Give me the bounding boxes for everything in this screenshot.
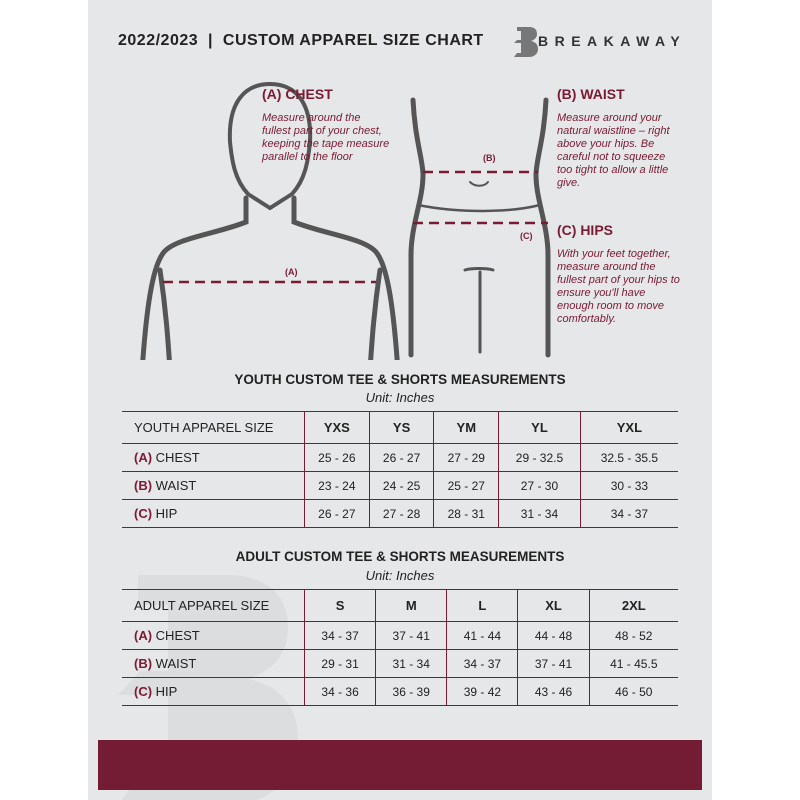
table-cell: 23 - 24 <box>304 471 370 500</box>
measure-letter: (C) <box>134 684 153 699</box>
table-cell: 27 - 28 <box>368 499 434 528</box>
youth-section-title: YOUTH CUSTOM TEE & SHORTS MEASUREMENTS <box>234 372 566 387</box>
table-row: (C) HIP 34 - 36 36 - 39 39 - 42 43 - 46 46 - … <box>122 677 678 706</box>
breakaway-logo-icon <box>514 27 538 57</box>
table-cell: 37 - 41 <box>517 649 590 678</box>
table-cell: 28 - 31 <box>433 499 499 528</box>
size-chart-page: 2022/2023 | CUSTOM APPAREL SIZE CHART BR… <box>88 0 712 800</box>
measure-name: WAIST <box>155 656 197 671</box>
adult-section-title: ADULT CUSTOM TEE & SHORTS MEASUREMENTS <box>235 549 565 564</box>
table-row: (A) CHEST 25 - 26 26 - 27 27 - 29 29 - 32.5 3… <box>122 443 678 472</box>
size-header: YXL <box>579 411 678 444</box>
measure-label: (B) WAIST <box>122 649 305 678</box>
measure-label: (A) CHEST <box>122 443 305 472</box>
table-cell: 48 - 52 <box>588 621 678 650</box>
size-label: YOUTH APPAREL SIZE <box>122 411 305 444</box>
measure-letter: (A) <box>134 628 153 643</box>
table-cell: 27 - 30 <box>498 471 581 500</box>
size-header: XL <box>517 589 590 622</box>
hips-marker: (C) <box>520 231 533 241</box>
table-cell: 34 - 37 <box>446 649 518 678</box>
table-cell: 31 - 34 <box>375 649 447 678</box>
table-cell: 34 - 36 <box>303 677 376 706</box>
brand-name: BREAKAWAY <box>538 33 687 49</box>
measure-letter: (A) <box>134 450 153 465</box>
table-row: (A) CHEST 34 - 37 37 - 41 41 - 44 44 - 48 48 … <box>122 621 678 650</box>
waist-marker: (B) <box>483 153 496 163</box>
table-cell: 36 - 39 <box>375 677 447 706</box>
measure-name: HIP <box>155 684 178 699</box>
measure-label: (C) HIP <box>122 499 305 528</box>
table-cell: 46 - 50 <box>588 677 678 706</box>
measure-name: CHEST <box>155 628 200 643</box>
measure-letter: (C) <box>134 506 153 521</box>
table-cell: 37 - 41 <box>375 621 447 650</box>
footer-bar <box>98 740 702 790</box>
chest-heading: (A) CHEST <box>262 86 333 102</box>
size-header: M <box>375 589 447 622</box>
adult-unit: Unit: Inches <box>365 568 435 583</box>
table-cell: 29 - 32.5 <box>498 443 581 472</box>
table-cell: 39 - 42 <box>446 677 518 706</box>
table-cell: 26 - 27 <box>304 499 370 528</box>
table-cell: 26 - 27 <box>368 443 434 472</box>
size-header: YXS <box>304 411 370 444</box>
waist-heading: (B) WAIST <box>557 86 625 102</box>
youth-unit: Unit: Inches <box>365 390 435 405</box>
waist-instructions: Measure around your natural waistline – … <box>557 112 670 189</box>
hips-heading: (C) HIPS <box>557 222 613 238</box>
size-header: YL <box>498 411 581 444</box>
size-header: YM <box>433 411 499 444</box>
table-cell: 25 - 27 <box>433 471 499 500</box>
table-cell: 34 - 37 <box>579 499 678 528</box>
chest-instructions: Measure around the fullest part of your … <box>262 112 390 163</box>
table-cell: 30 - 33 <box>579 471 678 500</box>
hips-instructions: With your feet together, measure around … <box>557 248 680 325</box>
table-cell: 24 - 25 <box>368 471 434 500</box>
measure-label: (A) CHEST <box>122 621 305 650</box>
page-title: 2022/2023 | CUSTOM APPAREL SIZE CHART <box>118 32 484 49</box>
table-cell: 27 - 29 <box>433 443 499 472</box>
measure-name: HIP <box>155 506 178 521</box>
table-row: (B) WAIST 29 - 31 31 - 34 34 - 37 37 - 41 41 … <box>122 649 678 678</box>
youth-size-table: YOUTH APPAREL SIZE YXS YS YM YL YXL (A) CHEST 2… <box>122 411 678 528</box>
table-cell: 29 - 31 <box>303 649 376 678</box>
size-header: S <box>303 589 376 622</box>
measure-letter: (B) <box>134 478 153 493</box>
body-diagram <box>140 81 551 360</box>
measure-letter: (B) <box>134 656 153 671</box>
table-cell: 41 - 45.5 <box>588 649 678 678</box>
table-header-row: YOUTH APPAREL SIZE YXS YS YM YL YXL <box>122 411 678 444</box>
table-row: (B) WAIST 23 - 24 24 - 25 25 - 27 27 - 30 30 … <box>122 471 678 500</box>
adult-size-table: ADULT APPAREL SIZE S M L XL 2XL (A) CHEST 34 - … <box>122 589 678 706</box>
table-cell: 41 - 44 <box>446 621 518 650</box>
table-cell: 43 - 46 <box>517 677 590 706</box>
measure-name: CHEST <box>155 450 200 465</box>
measure-label: (B) WAIST <box>122 471 305 500</box>
table-cell: 44 - 48 <box>517 621 590 650</box>
measure-name: WAIST <box>155 478 197 493</box>
size-label: ADULT APPAREL SIZE <box>122 589 305 622</box>
table-header-row: ADULT APPAREL SIZE S M L XL 2XL <box>122 589 678 622</box>
size-header: YS <box>368 411 434 444</box>
size-header: L <box>446 589 518 622</box>
table-row: (C) HIP 26 - 27 27 - 28 28 - 31 31 - 34 34 - … <box>122 499 678 528</box>
table-cell: 25 - 26 <box>304 443 370 472</box>
measure-label: (C) HIP <box>122 677 305 706</box>
size-header: 2XL <box>588 589 678 622</box>
chest-marker: (A) <box>285 267 298 277</box>
table-cell: 32.5 - 35.5 <box>579 443 678 472</box>
table-cell: 34 - 37 <box>303 621 376 650</box>
table-cell: 31 - 34 <box>498 499 581 528</box>
